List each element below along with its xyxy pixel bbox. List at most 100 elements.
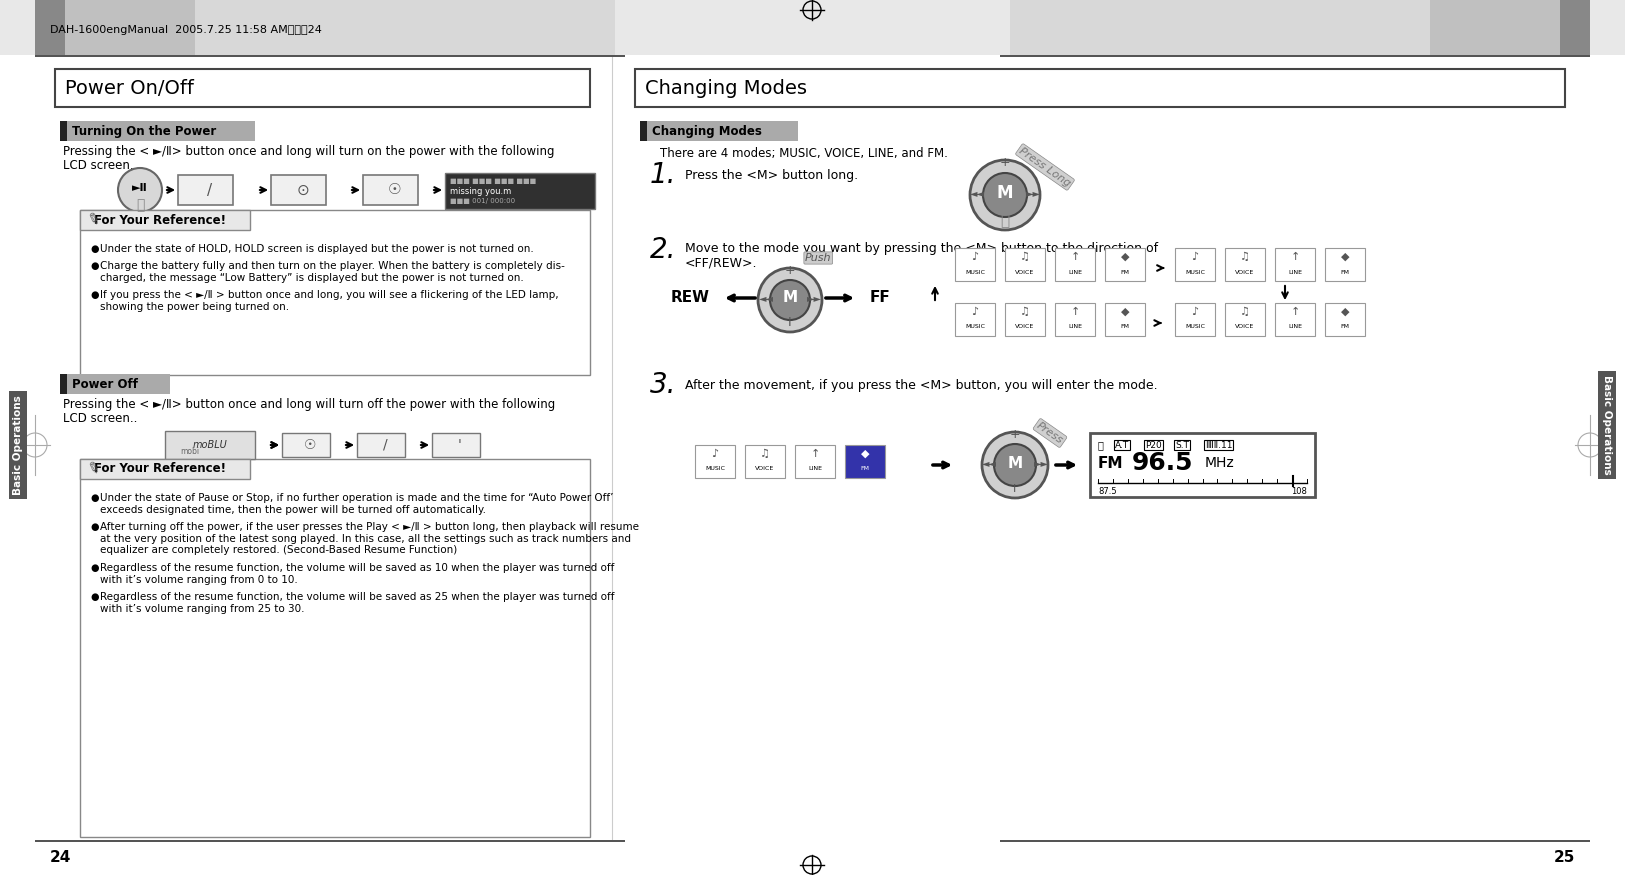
Text: ◆: ◆ bbox=[1341, 252, 1349, 262]
Bar bbox=[640, 121, 798, 141]
Text: For Your Reference!: For Your Reference! bbox=[94, 463, 226, 475]
Text: LINE: LINE bbox=[1289, 325, 1302, 330]
Bar bbox=[956, 248, 994, 281]
Text: MUSIC: MUSIC bbox=[705, 466, 725, 472]
Text: 1.: 1. bbox=[650, 161, 676, 189]
Text: LINE: LINE bbox=[1068, 270, 1082, 275]
Text: 24: 24 bbox=[50, 850, 72, 865]
Text: ↑: ↑ bbox=[811, 449, 819, 459]
Text: VOICE: VOICE bbox=[1016, 325, 1035, 330]
Text: I: I bbox=[1014, 484, 1017, 494]
Text: ●: ● bbox=[89, 592, 99, 602]
Bar bbox=[271, 175, 327, 205]
Bar bbox=[1105, 303, 1146, 336]
Text: LINE: LINE bbox=[1068, 325, 1082, 330]
Text: ►Ⅱ: ►Ⅱ bbox=[132, 183, 148, 193]
Text: There are 4 modes; MUSIC, VOICE, LINE, and FM.: There are 4 modes; MUSIC, VOICE, LINE, a… bbox=[660, 147, 947, 160]
Text: After turning off the power, if the user presses the Play < ►/Ⅱ > button long, t: After turning off the power, if the user… bbox=[101, 522, 639, 556]
Text: VOICE: VOICE bbox=[1235, 325, 1254, 330]
Text: Press Long: Press Long bbox=[1017, 145, 1072, 188]
Text: ': ' bbox=[458, 438, 461, 452]
Text: ♫: ♫ bbox=[1240, 307, 1250, 317]
Text: ◆: ◆ bbox=[1121, 252, 1129, 262]
Bar bbox=[283, 433, 330, 457]
Text: LINE: LINE bbox=[808, 466, 822, 472]
Text: ●: ● bbox=[89, 563, 99, 573]
Bar bbox=[362, 175, 418, 205]
Circle shape bbox=[970, 160, 1040, 230]
Text: REW: REW bbox=[671, 290, 710, 305]
Bar bbox=[744, 445, 785, 478]
Text: Changing Modes: Changing Modes bbox=[652, 124, 762, 137]
Text: ↑: ↑ bbox=[1071, 307, 1079, 317]
Bar bbox=[1105, 248, 1146, 281]
Text: Under the state of Pause or Stop, if no further operation is made and the time f: Under the state of Pause or Stop, if no … bbox=[101, 493, 614, 514]
Bar bbox=[1324, 248, 1365, 281]
Text: FM: FM bbox=[1121, 270, 1129, 275]
Bar bbox=[36, 0, 65, 55]
Bar bbox=[179, 175, 232, 205]
Text: ♫: ♫ bbox=[760, 449, 770, 459]
Text: +: + bbox=[999, 157, 1011, 170]
Bar bbox=[358, 433, 405, 457]
Text: M: M bbox=[996, 184, 1014, 202]
Text: Regardless of the resume function, the volume will be saved as 25 when the playe: Regardless of the resume function, the v… bbox=[101, 592, 614, 613]
Circle shape bbox=[770, 280, 809, 320]
Text: mobi: mobi bbox=[180, 447, 200, 457]
Bar bbox=[640, 121, 647, 141]
Bar bbox=[999, 55, 1589, 57]
Text: ✎: ✎ bbox=[84, 459, 101, 479]
Text: ♫: ♫ bbox=[1020, 252, 1030, 262]
Text: M: M bbox=[1008, 456, 1022, 471]
Bar bbox=[1175, 248, 1216, 281]
Bar bbox=[1004, 248, 1045, 281]
Text: Pressing the < ►/Ⅱ> button once and long will turn off the power with the follow: Pressing the < ►/Ⅱ> button once and long… bbox=[63, 398, 556, 411]
Text: MUSIC: MUSIC bbox=[965, 325, 985, 330]
Text: Press the <M> button long.: Press the <M> button long. bbox=[686, 169, 858, 181]
Text: /: / bbox=[384, 438, 387, 452]
Text: ↑: ↑ bbox=[1290, 307, 1300, 317]
Bar bbox=[65, 0, 195, 55]
Text: FM: FM bbox=[1098, 456, 1123, 471]
Text: 25: 25 bbox=[1554, 850, 1575, 865]
Bar bbox=[956, 303, 994, 336]
Text: ◄◄: ◄◄ bbox=[982, 458, 996, 468]
Bar bbox=[1324, 303, 1365, 336]
Text: ◆: ◆ bbox=[1121, 307, 1129, 317]
Text: 87.5: 87.5 bbox=[1098, 487, 1116, 495]
Text: moBLU: moBLU bbox=[193, 440, 228, 450]
Text: ◆: ◆ bbox=[1341, 307, 1349, 317]
Bar bbox=[1004, 303, 1045, 336]
Text: ♪: ♪ bbox=[972, 307, 978, 317]
Bar bbox=[0, 840, 1625, 875]
Text: <FF/REW>.: <FF/REW>. bbox=[686, 256, 757, 269]
Text: ⅡⅡⅡ.11: ⅡⅡⅡ.11 bbox=[1206, 440, 1232, 450]
Text: 2.: 2. bbox=[650, 236, 676, 264]
Text: VOICE: VOICE bbox=[1235, 270, 1254, 275]
Text: ✋: ✋ bbox=[136, 198, 145, 212]
Text: ►►: ►► bbox=[1034, 458, 1048, 468]
Text: 3.: 3. bbox=[650, 371, 676, 399]
Text: ♫: ♫ bbox=[1020, 307, 1030, 317]
Text: MUSIC: MUSIC bbox=[1185, 270, 1206, 275]
Bar bbox=[1560, 0, 1589, 55]
Bar bbox=[999, 840, 1589, 842]
Text: If you press the < ►/Ⅱ > button once and long, you will see a flickering of the : If you press the < ►/Ⅱ > button once and… bbox=[101, 290, 559, 312]
Bar bbox=[60, 374, 171, 394]
Circle shape bbox=[757, 268, 822, 332]
Bar bbox=[36, 55, 626, 57]
Text: Regardless of the resume function, the volume will be saved as 10 when the playe: Regardless of the resume function, the v… bbox=[101, 563, 614, 584]
Bar bbox=[166, 431, 255, 459]
Text: ◄◄: ◄◄ bbox=[759, 293, 773, 303]
Text: Pressing the < ►/Ⅱ> button once and long will turn on the power with the followi: Pressing the < ►/Ⅱ> button once and long… bbox=[63, 145, 554, 158]
Bar bbox=[445, 173, 595, 209]
Bar bbox=[1430, 0, 1560, 55]
Text: ↑: ↑ bbox=[1290, 252, 1300, 262]
Text: ⊙: ⊙ bbox=[297, 183, 309, 198]
Text: Move to the mode you want by pressing the <M> button to the direction of: Move to the mode you want by pressing th… bbox=[686, 242, 1159, 255]
Text: Charge the battery fully and then turn on the player. When the battery is comple: Charge the battery fully and then turn o… bbox=[101, 261, 566, 283]
Text: MUSIC: MUSIC bbox=[965, 270, 985, 275]
Bar bbox=[795, 445, 835, 478]
Text: FM: FM bbox=[1341, 270, 1349, 275]
Text: VOICE: VOICE bbox=[1016, 270, 1035, 275]
